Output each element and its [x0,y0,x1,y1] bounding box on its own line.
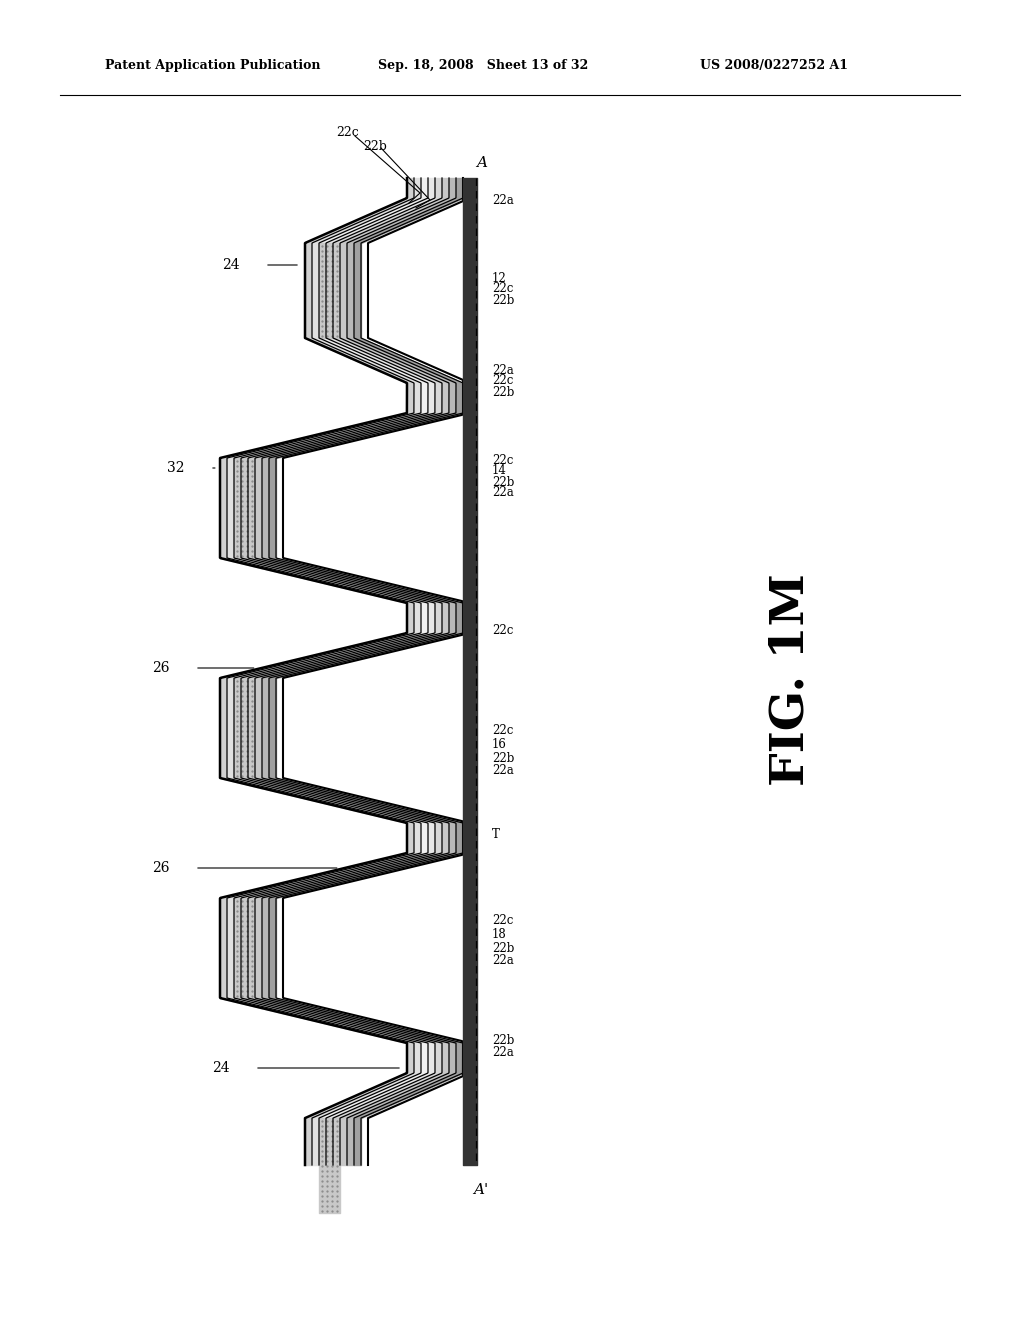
Text: 24: 24 [222,257,240,272]
Text: 22c: 22c [492,623,513,636]
Text: 32: 32 [168,461,185,475]
Text: 22c: 22c [492,913,513,927]
Text: 22b: 22b [364,140,387,153]
Text: 22a: 22a [492,763,514,776]
Text: T: T [492,829,500,842]
Text: 22c: 22c [492,723,513,737]
Text: 14: 14 [492,465,507,478]
Text: FIG. 1M: FIG. 1M [767,574,813,787]
Text: US 2008/0227252 A1: US 2008/0227252 A1 [700,58,848,71]
Text: 18: 18 [492,928,507,941]
Text: 22c: 22c [492,375,513,388]
Text: 22b: 22b [492,475,514,488]
Text: 26: 26 [153,661,170,675]
Text: 22b: 22b [492,1034,514,1047]
Text: 22c: 22c [337,127,359,140]
Text: 22a: 22a [492,487,514,499]
Text: 24: 24 [212,1061,230,1074]
Text: 26: 26 [153,861,170,875]
Text: 22b: 22b [492,385,514,399]
Text: 16: 16 [492,738,507,751]
Text: 22a: 22a [492,954,514,968]
Text: Sep. 18, 2008   Sheet 13 of 32: Sep. 18, 2008 Sheet 13 of 32 [378,58,588,71]
Text: 22a: 22a [492,194,514,206]
Text: 12: 12 [492,272,507,285]
Text: 22b: 22b [492,941,514,954]
Text: A: A [476,156,487,170]
Text: 22b: 22b [492,751,514,764]
Text: 22c: 22c [492,282,513,296]
Text: 22a: 22a [492,1047,514,1060]
Text: 22b: 22b [492,293,514,306]
Text: 22a: 22a [492,363,514,376]
Text: Patent Application Publication: Patent Application Publication [105,58,321,71]
Text: A': A' [473,1183,488,1197]
Text: 22c: 22c [492,454,513,466]
